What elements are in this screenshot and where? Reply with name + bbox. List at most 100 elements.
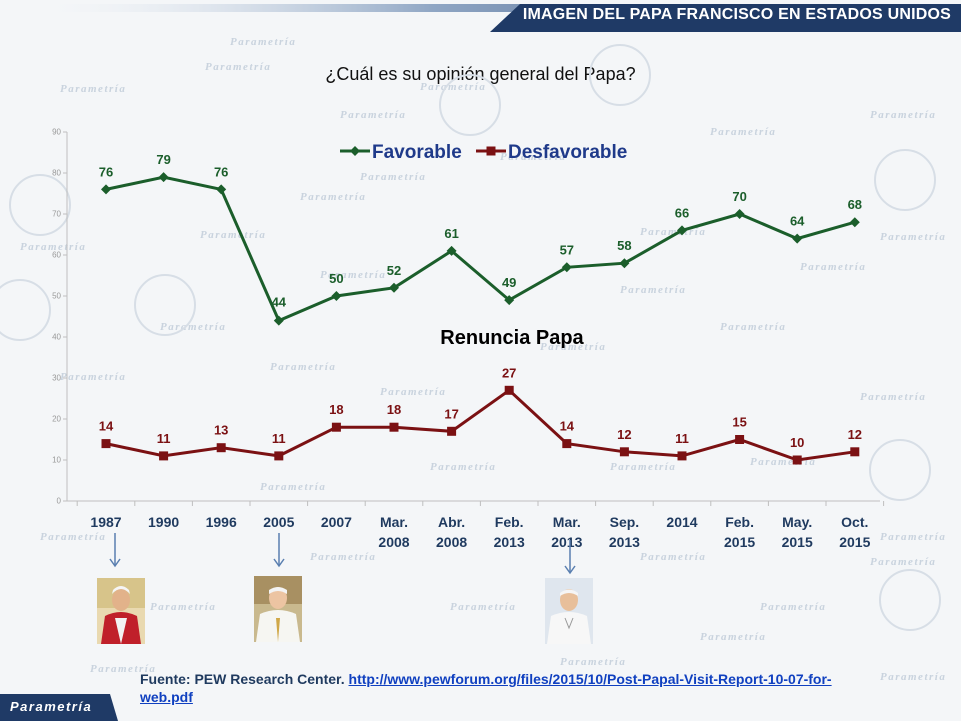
arrow-icon [564, 540, 576, 575]
data-point-favorable [389, 282, 399, 293]
watermark-circle [0, 279, 51, 341]
data-label: 57 [560, 242, 574, 257]
watermark-circle [869, 439, 931, 501]
y-tick-label: 80 [52, 169, 61, 178]
x-tick-label: 2013 [494, 534, 525, 550]
series-layer [101, 172, 860, 465]
watermark-text: Parametría [200, 229, 266, 241]
x-tick-label: 2007 [321, 514, 352, 530]
x-tick-label: 2014 [666, 514, 697, 530]
watermark-text: Parametría [320, 269, 386, 281]
pope-benedict-xvi-portrait [254, 576, 302, 642]
y-tick-label: 50 [52, 292, 61, 301]
source-link[interactable]: http://www.pewforum.org/files/2015/10/Po… [140, 671, 832, 705]
y-tick-label: 20 [52, 415, 61, 424]
watermark-text: Parametría [720, 321, 786, 333]
y-tick-label: 90 [52, 128, 61, 137]
data-label: 50 [329, 271, 343, 286]
watermark-text: Parametría [430, 461, 496, 473]
source-label: Fuente: PEW Research Center. [140, 671, 345, 687]
watermark-text: Parametría [260, 481, 326, 493]
data-point-favorable [331, 291, 342, 301]
watermark-text: Parametría [640, 551, 706, 563]
brand-logo-background [0, 694, 118, 721]
data-point-desfavorable [447, 426, 457, 436]
chart-title: ¿Cuál es su opinión general del Papa? [325, 64, 636, 84]
data-point-desfavorable [619, 447, 629, 457]
chart-legend: Favorable Desfavorable [340, 142, 627, 163]
x-tick-label: 1987 [90, 514, 121, 530]
x-tick-label: Mar. [553, 514, 581, 530]
watermark-circle [9, 174, 71, 236]
header-banner [0, 4, 961, 32]
y-tick-label: 70 [52, 210, 61, 219]
y-tick-label: 10 [52, 456, 61, 465]
x-tick-label: 2005 [263, 514, 294, 530]
data-label: 44 [272, 295, 287, 310]
arrow-icon [273, 533, 285, 568]
source-note: Fuente: PEW Research Center. http://www.… [140, 670, 880, 706]
watermark-text: Parametría [230, 36, 296, 48]
x-tick-label: Mar. [380, 514, 408, 530]
y-tick-label: 40 [52, 333, 61, 342]
data-point-desfavorable [216, 443, 226, 453]
series-line-favorable [105, 175, 856, 323]
watermark-circle [589, 44, 651, 106]
data-point-desfavorable [735, 435, 745, 444]
data-label: 17 [444, 406, 458, 421]
data-label: 12 [617, 427, 631, 442]
watermark-text: Parametría [860, 391, 926, 403]
data-label: 52 [387, 263, 401, 278]
data-point-desfavorable [274, 451, 284, 461]
watermark-text: Parametría [710, 126, 776, 138]
data-point-favorable [273, 315, 284, 326]
x-tick-label: 2015 [839, 534, 870, 550]
data-point-desfavorable [792, 455, 802, 465]
data-label: 76 [214, 164, 228, 179]
x-tick-label: Abr. [438, 514, 465, 530]
watermark-circle [879, 569, 941, 631]
data-label: 61 [444, 226, 458, 241]
y-tick-label: 60 [52, 251, 61, 260]
data-labels: 76 79 76 44 50 52 61 49 57 58 66 70 64 68 14 11 13 11 18 18… [99, 152, 862, 450]
watermark-text: Parametría [800, 261, 866, 273]
data-point-desfavorable [159, 451, 169, 461]
data-point-favorable [504, 295, 515, 306]
brand-logo: Parametría [10, 699, 93, 714]
watermark-text: Parametría [880, 231, 946, 243]
watermark-text: Parametría [420, 81, 486, 93]
watermark-text: Parametría [205, 61, 271, 73]
watermark-text: Parametría [880, 671, 946, 683]
data-label: 11 [675, 431, 689, 446]
pope-john-paul-ii-portrait [97, 578, 145, 644]
data-label: 13 [214, 423, 228, 438]
watermark-circle [439, 74, 501, 136]
watermark-text: Parametría [60, 371, 126, 383]
x-tick-label: 2013 [551, 534, 582, 550]
watermark-text: Parametría [610, 461, 676, 473]
watermark-text: Parametría [60, 83, 126, 95]
data-label: 18 [329, 402, 343, 417]
chart-axes: 0 10 20 30 40 50 60 70 80 90 1987 1990 1996 2005 2007 M… [52, 128, 885, 550]
x-tick-label: 2008 [436, 534, 467, 550]
data-label: 66 [675, 205, 689, 220]
x-tick-label: 2013 [609, 534, 640, 550]
watermark-text: Parametría [450, 601, 516, 613]
watermark-text: Parametría [310, 551, 376, 563]
data-label: 14 [99, 419, 114, 434]
data-point-favorable [849, 217, 860, 228]
watermark-text: Parametría [90, 663, 156, 675]
watermark-text: Parametría [160, 321, 226, 333]
data-label: 58 [617, 238, 631, 253]
legend-marker [350, 146, 360, 156]
data-point-desfavorable [504, 385, 514, 395]
data-point-favorable [561, 262, 572, 273]
watermark-text: Parametría [300, 191, 366, 203]
watermark-text: Parametría [40, 531, 106, 543]
legend-marker [486, 146, 496, 156]
data-label: 68 [848, 197, 862, 212]
x-tick-label: Feb. [725, 514, 754, 530]
watermark-text: Parametría [20, 241, 86, 253]
watermark-text: Parametría [540, 341, 606, 353]
data-point-favorable [216, 184, 227, 195]
